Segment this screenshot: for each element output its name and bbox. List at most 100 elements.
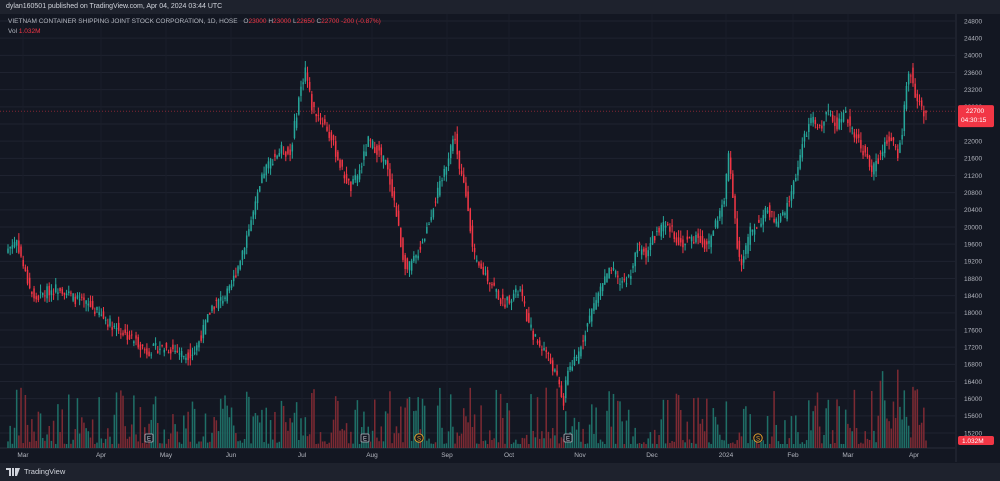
earnings-marker-label: E (147, 436, 151, 442)
legend-open-label: O (243, 18, 249, 25)
candle-body (690, 236, 693, 242)
candle-body (278, 153, 281, 157)
y-tick-label: 17200 (964, 344, 982, 351)
candle-body (237, 266, 239, 274)
volume-bar (868, 439, 871, 448)
candle-body (560, 385, 563, 397)
candle-body (137, 337, 139, 348)
candle-body (673, 232, 676, 240)
volume-bar (625, 420, 628, 448)
candle-body (410, 260, 413, 271)
volume-bar (109, 436, 111, 448)
candle-body (621, 281, 623, 283)
candle-body (617, 275, 619, 278)
volume-bar (211, 432, 213, 448)
volume-bar (773, 391, 775, 448)
volume-bar (172, 414, 174, 448)
volume-bar (814, 405, 817, 448)
legend-vol-label: Vol (8, 28, 18, 35)
volume-bar (801, 442, 804, 448)
volume-bar (81, 417, 83, 448)
volume-bar (586, 443, 589, 448)
volume-bar (37, 411, 40, 448)
candle-body (180, 351, 183, 357)
candle-body (430, 217, 432, 221)
candle-body (580, 346, 582, 357)
volume-bar (695, 443, 697, 448)
candle-body (564, 380, 567, 399)
candle-body (369, 139, 372, 141)
candle-body (72, 293, 74, 301)
candle-body (183, 355, 185, 357)
x-tick-label: Dec (646, 452, 658, 459)
volume-bar (91, 419, 94, 448)
candle-body (899, 142, 901, 153)
volume-bar (725, 401, 728, 448)
candle-body (126, 331, 129, 340)
candle-body (734, 195, 736, 219)
candle-body (228, 285, 231, 291)
volume-bar (875, 442, 877, 448)
candle-body (358, 170, 361, 180)
volume-bar (502, 417, 504, 448)
candle-body (853, 132, 856, 138)
volume-bar (9, 425, 11, 448)
candle-body (441, 180, 443, 182)
publish-header: dylan160501 published on TradingView.com… (0, 0, 1000, 14)
volume-bar (191, 401, 194, 448)
candle-body (538, 340, 541, 346)
volume-bar (471, 427, 474, 448)
volume-bar (560, 437, 563, 448)
y-tick-label: 23600 (964, 70, 982, 77)
volume-bar (245, 391, 248, 448)
volume-bar (24, 394, 27, 448)
volume-bar (243, 439, 246, 448)
volume-bar (345, 423, 348, 448)
candle-body (263, 173, 265, 178)
candle-body (556, 370, 558, 375)
volume-bar (261, 409, 263, 448)
volume-bar (128, 436, 131, 448)
candle-body (261, 174, 263, 183)
candle-body (669, 226, 671, 232)
volume-bar (306, 436, 309, 448)
volume-bar (617, 400, 619, 448)
candle-body (749, 226, 751, 245)
candle-body (387, 160, 389, 170)
volume-bar (33, 431, 35, 448)
candle-body (402, 238, 404, 260)
volume-bar (525, 434, 528, 448)
candle-body (413, 256, 415, 262)
candle-body (104, 319, 107, 321)
candle-body (519, 289, 521, 291)
candle-body (910, 75, 912, 77)
candle-body (753, 229, 756, 235)
candle-body (703, 240, 706, 249)
volume-bar (823, 434, 825, 448)
volume-bar (651, 443, 654, 448)
volume-bar (321, 441, 324, 448)
candle-body (22, 260, 24, 267)
volume-bar (120, 390, 122, 448)
candle-body (24, 267, 27, 272)
volume-bar (254, 413, 257, 448)
candle-body (432, 209, 435, 218)
volume-bar (224, 395, 226, 448)
volume-bar (636, 443, 639, 448)
volume-bar (686, 421, 689, 448)
volume-bar (152, 404, 155, 448)
candle-body (653, 236, 656, 241)
candle-body (851, 127, 853, 129)
candle-body (571, 366, 574, 371)
candle-body (352, 179, 354, 185)
volume-bar (508, 410, 511, 448)
volume-bar (758, 443, 760, 448)
tradingview-logo[interactable]: TradingView (6, 467, 65, 476)
volume-bar (163, 429, 166, 448)
candle-body (326, 126, 328, 131)
volume-bar (742, 408, 745, 448)
volume-bar (538, 438, 541, 448)
candle-body (489, 282, 491, 285)
volume-bar (250, 443, 252, 448)
